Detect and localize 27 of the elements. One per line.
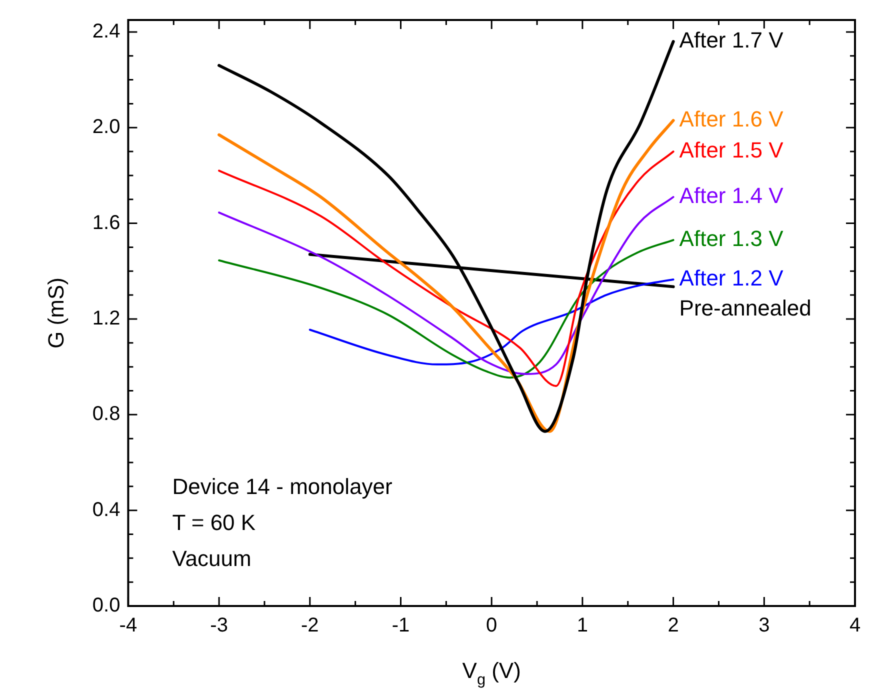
series-label: After 1.2 V xyxy=(679,266,784,291)
x-tick-label: -3 xyxy=(210,614,228,637)
y-tick-label: 0.4 xyxy=(92,498,120,521)
series-label: After 1.4 V xyxy=(679,183,784,208)
x-tick-label: -1 xyxy=(392,614,410,637)
y-axis-title: G (mS) xyxy=(43,278,68,348)
x-tick-label: -4 xyxy=(119,614,138,637)
series-label: After 1.6 V xyxy=(679,106,784,132)
series-label: After 1.3 V xyxy=(679,226,784,252)
annotation: T = 60 K xyxy=(172,510,256,535)
y-tick-label: 0.8 xyxy=(92,403,120,426)
x-tick-label: -2 xyxy=(301,614,319,637)
x-tick-label: 4 xyxy=(849,614,861,637)
y-tick-label: 0.0 xyxy=(92,594,120,617)
x-tick-label: 2 xyxy=(668,614,679,637)
x-tick-label: 1 xyxy=(576,614,588,637)
y-tick-label: 2.0 xyxy=(92,116,120,138)
y-tick-label: 1.2 xyxy=(92,307,120,330)
x-tick-label: 3 xyxy=(758,614,770,637)
x-tick-label: 0 xyxy=(486,614,498,637)
y-tick-label: 1.6 xyxy=(92,212,120,234)
series-label: After 1.5 V xyxy=(679,138,784,163)
annotation: Device 14 - monolayer xyxy=(172,474,392,499)
series-label: After 1.7 V xyxy=(679,28,784,53)
y-tick-label: 2.4 xyxy=(92,20,120,42)
annotation: Vacuum xyxy=(172,546,252,571)
legend-label: Pre-annealed xyxy=(679,296,812,321)
